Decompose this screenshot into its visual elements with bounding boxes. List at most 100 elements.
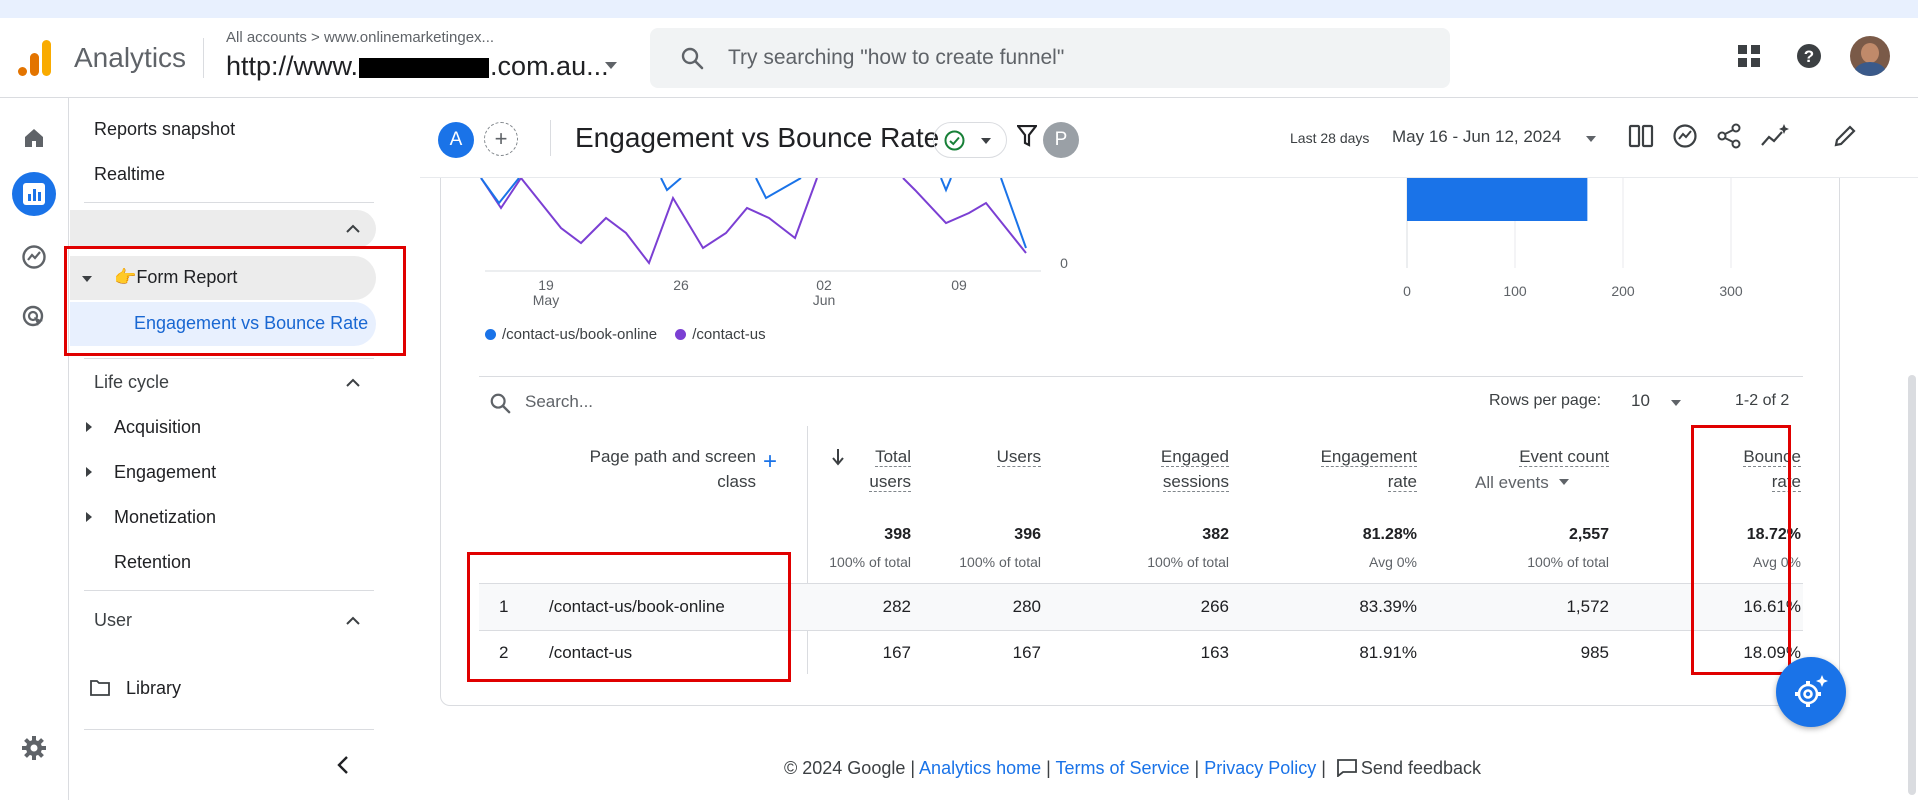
comparison-chip-a[interactable]: A <box>438 122 474 158</box>
highlight-box <box>1691 425 1791 675</box>
terms-link[interactable]: Terms of Service <box>1055 758 1190 778</box>
home-icon[interactable] <box>12 116 56 160</box>
collection-label[interactable]: 👉Form Report <box>114 267 238 287</box>
help-icon[interactable]: ? <box>1796 43 1822 69</box>
total-value: 382 <box>1202 526 1229 543</box>
chevron-down-icon[interactable] <box>1586 136 1596 142</box>
nav-engagement[interactable]: Engagement <box>114 462 217 482</box>
edit-pencil-icon[interactable] <box>1832 123 1858 149</box>
add-comparison-button[interactable]: + <box>484 122 518 156</box>
column-header-total-users[interactable]: Total users <box>869 447 911 492</box>
ai-insights-gear-button[interactable] <box>1776 657 1846 727</box>
user-heading[interactable]: User <box>94 610 133 630</box>
series-line-book-online <box>755 178 802 200</box>
row-page-path[interactable]: /contact-us <box>549 643 633 662</box>
legend-item[interactable]: /contact-us <box>692 326 766 343</box>
chevron-down-icon[interactable] <box>605 62 617 69</box>
compare-columns-icon[interactable] <box>1628 123 1654 149</box>
series-line-book-online <box>480 178 520 205</box>
event-selector[interactable]: All events <box>1475 473 1569 493</box>
series-line-book-online <box>940 178 952 193</box>
table-row[interactable] <box>479 584 1803 630</box>
chevron-up-icon[interactable] <box>346 378 360 387</box>
caret-down-icon[interactable] <box>82 276 92 282</box>
sort-arrow-down-icon[interactable] <box>831 448 845 466</box>
legend-item[interactable]: /contact-us/book-online <box>502 326 658 343</box>
chevron-up-icon[interactable] <box>346 224 360 233</box>
column-header-engagement-rate[interactable]: Engagement rate <box>1320 447 1417 492</box>
filter-icon[interactable] <box>1017 125 1037 147</box>
column-header-engaged-sessions[interactable]: Engaged sessions <box>1160 447 1229 492</box>
scrollbar[interactable] <box>1908 375 1916 795</box>
filter-chip-p[interactable]: P <box>1043 122 1079 158</box>
date-range-selector[interactable]: May 16 - Jun 12, 2024 <box>1392 127 1562 146</box>
settings-gear-icon[interactable] <box>12 726 56 770</box>
advertising-icon[interactable] <box>12 295 56 339</box>
search-bar[interactable]: Try searching "how to create funnel" <box>650 28 1450 88</box>
series-line-contact-us <box>480 178 818 266</box>
copyright-text: © 2024 Google | <box>784 758 920 778</box>
collapse-chevron-icon[interactable] <box>337 755 349 775</box>
table-search-input[interactable]: Search... <box>525 392 594 411</box>
highlight-box <box>64 246 406 356</box>
column-header-page-path[interactable]: Page path and screen class <box>589 447 756 491</box>
total-subtext: Avg 0% <box>1369 554 1417 570</box>
nav-reports-snapshot[interactable]: Reports snapshot <box>94 119 236 139</box>
chevron-up-icon[interactable] <box>346 616 360 625</box>
nav-realtime[interactable]: Realtime <box>94 164 166 184</box>
account-breadcrumb[interactable]: All accounts > www.onlinemarketingex... <box>226 29 495 46</box>
divider <box>550 120 551 156</box>
top-bar: Analytics All accounts > www.onlinemarke… <box>0 18 1918 98</box>
collection-form-report[interactable] <box>70 256 376 300</box>
rows-per-page-select[interactable]: 10 <box>1631 391 1650 410</box>
column-header-users[interactable]: Users <box>996 447 1041 467</box>
insights-icon[interactable] <box>1672 123 1698 149</box>
legend-dot-blue <box>485 329 496 340</box>
check-circle-icon <box>944 130 965 151</box>
explore-icon[interactable] <box>12 235 56 279</box>
total-value: 2,557 <box>1568 526 1609 543</box>
y-tick-label: 0 <box>1060 255 1068 271</box>
report-status-menu[interactable] <box>933 122 1007 158</box>
report-navigation: Reports snapshot Realtime 👉Form Report E… <box>64 98 406 800</box>
analytics-logo-icon[interactable] <box>18 40 52 76</box>
row-value: 282 <box>882 597 911 616</box>
apps-grid-icon[interactable] <box>1738 45 1760 67</box>
divider <box>203 38 204 78</box>
active-report-label: Engagement vs Bounce Rate <box>134 313 369 333</box>
row-value: 266 <box>1200 597 1229 616</box>
reports-icon[interactable] <box>12 172 56 216</box>
nav-acquisition[interactable]: Acquisition <box>114 417 202 437</box>
analytics-home-link[interactable]: Analytics home <box>919 758 1042 778</box>
nav-monetization[interactable]: Monetization <box>114 507 217 527</box>
trend-sparkle-icon[interactable] <box>1760 123 1790 149</box>
divider <box>479 583 1803 584</box>
feedback-icon <box>1337 759 1357 778</box>
property-selector[interactable]: http://www. .com.au... <box>226 51 609 82</box>
x-tick-label: 300 <box>1719 283 1743 299</box>
chevron-down-icon[interactable] <box>1671 400 1681 406</box>
caret-right-icon[interactable] <box>86 467 92 477</box>
date-label: Last 28 days <box>1290 130 1370 146</box>
x-tick-label: 200 <box>1611 283 1635 299</box>
nav-library[interactable]: Library <box>126 678 182 698</box>
column-header-event-count[interactable]: Event count <box>1519 447 1609 467</box>
folder-icon <box>90 680 110 696</box>
column-header-bounce-rate[interactable]: Bounce rate <box>1743 447 1801 492</box>
collapsed-collection-header[interactable] <box>70 210 376 248</box>
row-page-path[interactable]: /contact-us/book-online <box>549 597 725 616</box>
caret-right-icon[interactable] <box>86 422 92 432</box>
legend-dot-purple <box>675 329 687 340</box>
share-icon[interactable] <box>1716 123 1742 149</box>
nav-retention[interactable]: Retention <box>114 552 192 572</box>
avatar[interactable] <box>1850 36 1890 76</box>
divider <box>479 376 1803 377</box>
caret-right-icon[interactable] <box>86 512 92 522</box>
nav-engagement-vs-bounce-rate[interactable] <box>70 302 376 346</box>
redacted-block <box>359 57 490 78</box>
add-dimension-button[interactable]: + <box>763 448 778 475</box>
send-feedback-link[interactable]: Send feedback <box>1360 758 1482 778</box>
privacy-link[interactable]: Privacy Policy <box>1204 758 1317 778</box>
row-value: 16.61% <box>1743 597 1801 616</box>
lifecycle-heading[interactable]: Life cycle <box>94 372 170 392</box>
